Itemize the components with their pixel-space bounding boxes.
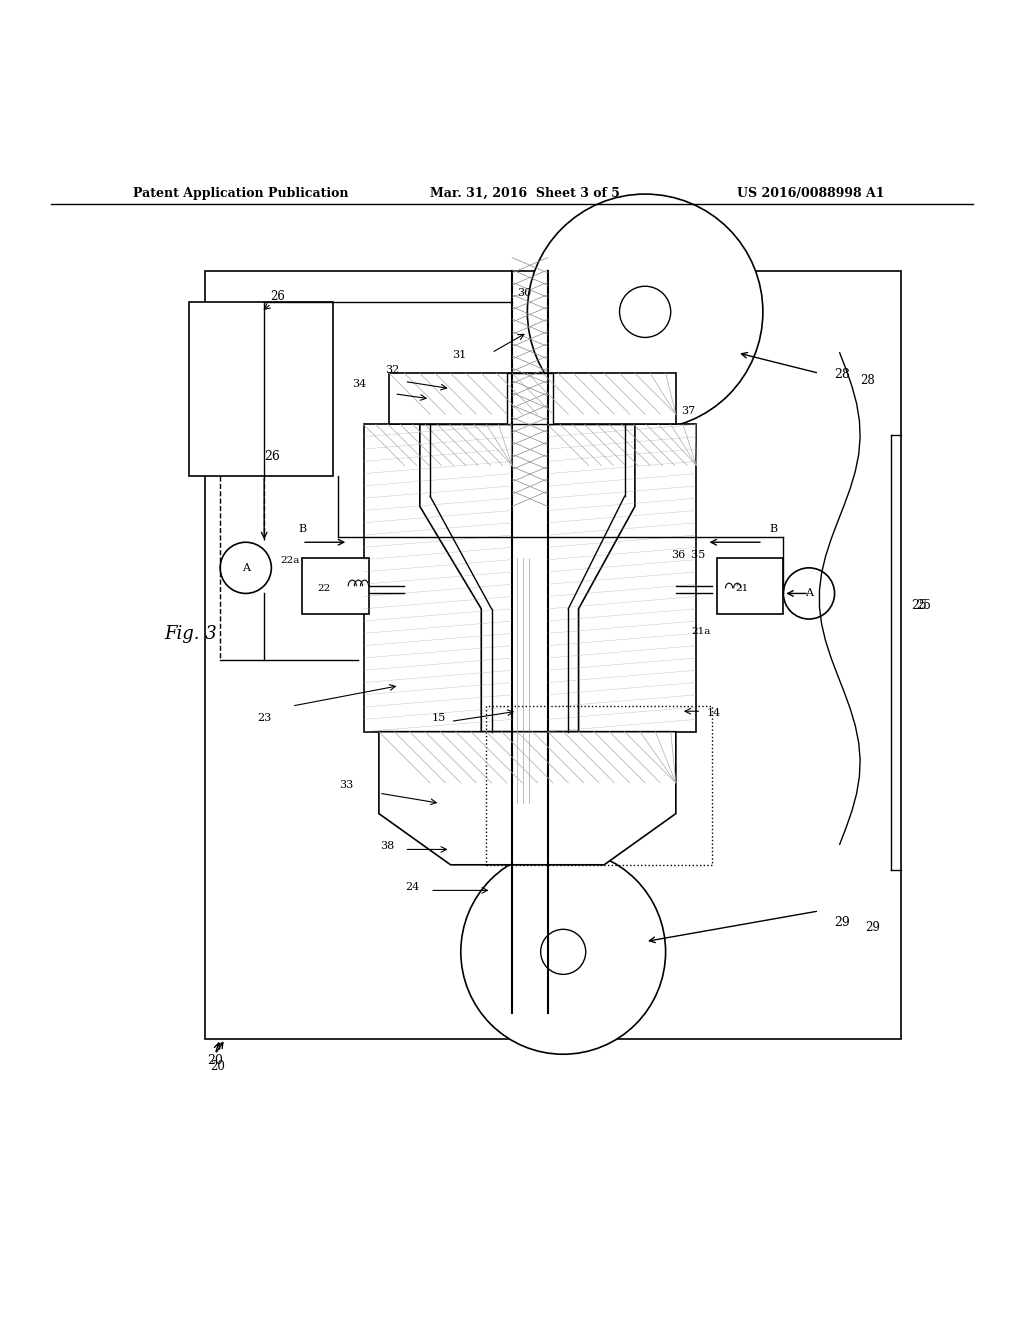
Text: 26: 26 — [270, 289, 286, 302]
Text: 21a: 21a — [691, 627, 711, 636]
Text: 15: 15 — [431, 713, 445, 723]
Text: Mar. 31, 2016  Sheet 3 of 5: Mar. 31, 2016 Sheet 3 of 5 — [430, 186, 620, 199]
Text: 28: 28 — [860, 374, 874, 387]
Bar — [205, 271, 901, 1039]
Bar — [486, 706, 712, 865]
Text: 30: 30 — [517, 289, 531, 298]
Text: 37: 37 — [681, 407, 695, 416]
Polygon shape — [548, 425, 635, 731]
Text: 34: 34 — [352, 379, 367, 388]
Text: B: B — [298, 524, 306, 535]
Text: 22: 22 — [317, 585, 331, 594]
Polygon shape — [379, 731, 676, 865]
Bar — [507, 374, 553, 425]
Text: 31: 31 — [452, 350, 466, 360]
Text: 33: 33 — [339, 780, 353, 789]
Circle shape — [461, 850, 666, 1055]
Text: A: A — [805, 589, 813, 598]
Circle shape — [783, 568, 835, 619]
Polygon shape — [420, 425, 512, 731]
Text: 23: 23 — [257, 713, 271, 723]
Text: 14: 14 — [707, 709, 721, 718]
Text: 26: 26 — [264, 450, 281, 463]
Circle shape — [527, 194, 763, 429]
Text: Patent Application Publication: Patent Application Publication — [133, 186, 348, 199]
Bar — [189, 301, 333, 475]
Text: A: A — [242, 562, 250, 573]
Text: 36: 36 — [671, 549, 685, 560]
Text: 21: 21 — [735, 585, 749, 594]
Text: 20: 20 — [210, 1060, 225, 1073]
Text: 25: 25 — [916, 599, 932, 611]
Text: 29: 29 — [835, 916, 850, 929]
FancyBboxPatch shape — [548, 425, 696, 731]
Text: 32: 32 — [385, 366, 399, 375]
Text: 20: 20 — [207, 1055, 223, 1068]
Text: 22a: 22a — [281, 556, 300, 565]
Bar — [717, 557, 783, 614]
Text: 24: 24 — [406, 882, 420, 892]
Polygon shape — [389, 374, 676, 425]
Text: US 2016/0088998 A1: US 2016/0088998 A1 — [737, 186, 885, 199]
Text: 35: 35 — [684, 549, 706, 560]
Text: B: B — [769, 524, 777, 535]
Circle shape — [541, 929, 586, 974]
Circle shape — [220, 543, 271, 594]
Text: 38: 38 — [380, 841, 394, 851]
FancyBboxPatch shape — [364, 425, 512, 731]
Text: 29: 29 — [865, 921, 881, 935]
Bar — [302, 557, 369, 614]
Text: 28: 28 — [835, 368, 851, 381]
Circle shape — [620, 286, 671, 338]
Text: Fig. 3: Fig. 3 — [164, 626, 217, 643]
Text: 25: 25 — [911, 599, 927, 611]
